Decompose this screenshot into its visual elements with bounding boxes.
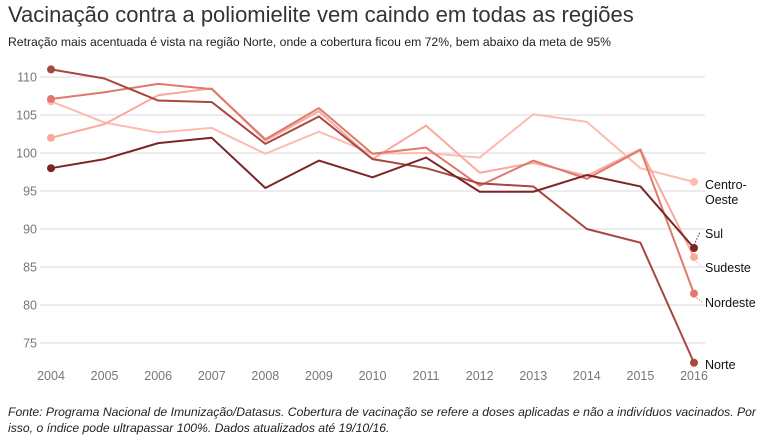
chart-title: Vacinação contra a poliomielite vem cain… [8, 2, 634, 27]
y-tick-label: 110 [17, 71, 37, 85]
y-tick-label: 85 [23, 261, 37, 275]
end-point-nordeste [690, 289, 698, 298]
x-tick-label: 2014 [573, 369, 601, 383]
series-label-centro-oeste: Centro- [705, 178, 747, 192]
x-tick-label: 2010 [359, 369, 387, 383]
end-point-sul [690, 244, 698, 252]
series-line-sul [50, 136, 695, 249]
start-point-nordeste [47, 95, 55, 104]
series-label-nordeste: Nordeste [705, 296, 756, 310]
y-tick-label: 105 [16, 109, 37, 123]
series-label-centro-oeste: Oeste [705, 193, 738, 207]
end-point-sudeste [690, 253, 698, 262]
start-point-sul [47, 164, 55, 173]
series-line-norte [50, 68, 695, 364]
series-label-norte: Norte [705, 358, 736, 372]
y-tick-label: 95 [23, 185, 37, 199]
y-tick-label: 100 [16, 147, 37, 161]
series-label-sudeste: Sudeste [705, 261, 751, 275]
x-tick-label: 2008 [251, 369, 279, 383]
label-leader-sul [693, 231, 701, 246]
y-tick-label: 80 [23, 299, 37, 313]
x-tick-label: 2011 [413, 369, 440, 383]
end-point-centro-oeste [690, 177, 698, 186]
label-leader-nordeste [693, 295, 703, 303]
series-line-nordeste [50, 82, 695, 294]
x-tick-label: 2004 [37, 369, 65, 383]
x-tick-label: 2012 [466, 369, 494, 383]
start-point-sudeste [47, 133, 55, 142]
x-tick-label: 2005 [91, 369, 119, 383]
source-footnote: Fonte: Programa Nacional de Imunização/D… [8, 405, 756, 435]
x-tick-label: 2015 [627, 369, 655, 383]
y-tick-label: 75 [23, 337, 37, 351]
line-chart: 75 80 85 90 95 100 105 110 2004 2005 2006 2007 2008 2… [16, 65, 756, 383]
series-label-sul: Sul [705, 227, 723, 241]
end-point-norte [690, 358, 698, 367]
x-tick-label: 2006 [144, 369, 172, 383]
x-tick-label: 2007 [198, 369, 226, 383]
x-tick-label: 2009 [305, 369, 333, 383]
start-point-norte [47, 65, 55, 74]
y-tick-label: 90 [23, 223, 37, 237]
x-tick-label: 2016 [680, 369, 708, 383]
x-tick-label: 2013 [519, 369, 547, 383]
chart-subtitle: Retração mais acentuada é vista na regiã… [8, 35, 611, 49]
label-leader-sudeste [693, 259, 703, 267]
